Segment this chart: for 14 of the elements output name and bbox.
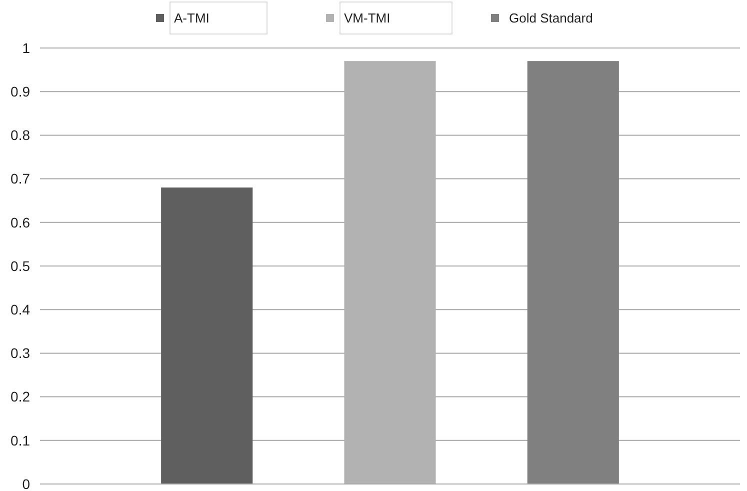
legend-label: A-TMI — [174, 10, 210, 26]
y-tick-label: 0.1 — [10, 432, 30, 448]
legend-label: Gold Standard — [509, 10, 593, 26]
y-tick-label: 1 — [22, 40, 30, 56]
y-tick-label: 0.3 — [10, 345, 30, 362]
y-tick-label: 0.4 — [10, 302, 30, 318]
legend-label: VM-TMI — [344, 10, 390, 26]
y-tick-label: 0 — [22, 476, 30, 491]
y-tick-label: 0.5 — [10, 258, 30, 274]
y-tick-label: 0.9 — [10, 84, 30, 100]
y-tick-label: 0.2 — [10, 388, 30, 405]
y-tick-label: 0.8 — [10, 127, 30, 144]
y-tick-label: 0.6 — [10, 214, 30, 230]
y-tick-label: 0.7 — [10, 170, 30, 187]
